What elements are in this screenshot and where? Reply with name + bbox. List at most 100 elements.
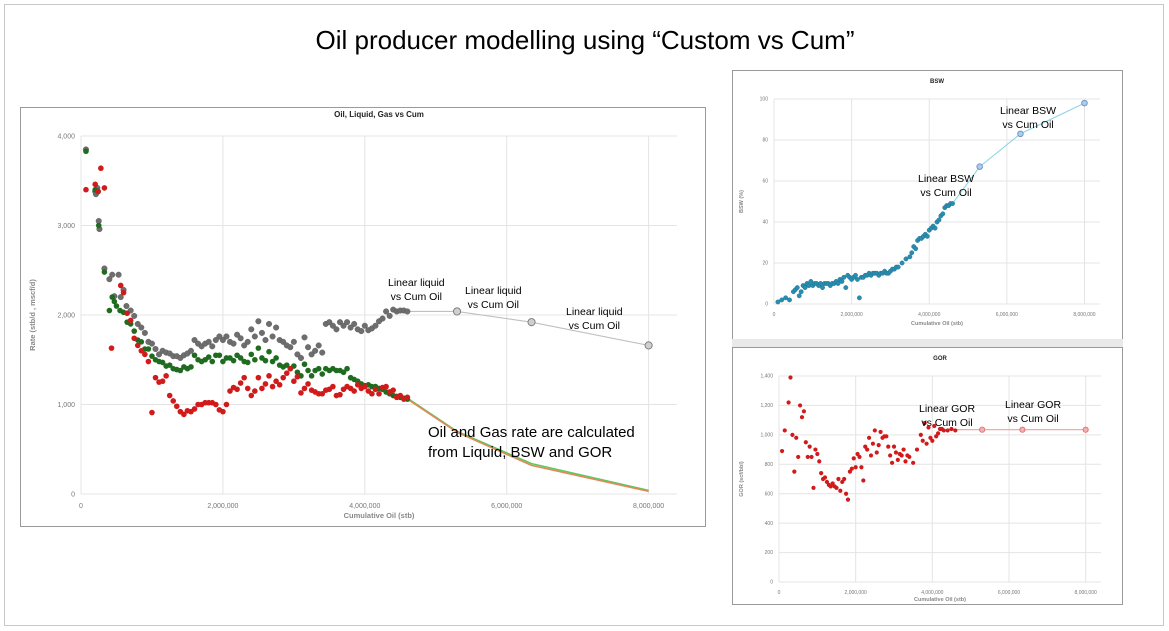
data-point-liquid [305, 344, 312, 351]
data-point-liquid [297, 354, 304, 361]
annotation-gor-1: Linear GOR vs Cum Oil [919, 403, 976, 429]
data-point-bsw [950, 201, 955, 206]
data-point-gor [790, 432, 795, 437]
data-point-gor [792, 469, 797, 474]
data-point-bsw [909, 250, 915, 256]
data-point-oil [305, 367, 311, 374]
data-point-liquid [230, 340, 237, 347]
data-point-liquid [372, 322, 379, 329]
data-point-gas [383, 383, 389, 390]
data-point-gas [294, 373, 301, 380]
data-point-oil [301, 361, 308, 368]
y-axis-label-main: Rate (stb/d , mscf/d) [28, 279, 37, 351]
y-axis-label-bsw: BSW (%) [739, 190, 745, 213]
data-point-gor [807, 444, 812, 449]
data-point-gor [817, 459, 822, 464]
y-tick-label: 1,400 [760, 374, 773, 380]
data-point-liquid [131, 312, 138, 319]
data-point-liquid [156, 351, 163, 358]
data-point-bsw [913, 246, 919, 252]
data-point-gas [124, 310, 130, 317]
data-point-bsw [843, 285, 849, 291]
data-point-bsw [841, 274, 847, 280]
y-tick-label: 4,000 [57, 133, 75, 140]
data-point-bsw [856, 295, 862, 301]
data-point-gor [886, 444, 891, 449]
data-point-gas [390, 387, 396, 393]
data-point-liquid [251, 333, 258, 340]
y-tick-label: 0 [71, 491, 75, 498]
data-point-bsw [820, 285, 825, 291]
data-point-bsw [907, 254, 913, 260]
data-point-oil [266, 348, 272, 355]
data-point-gor [941, 428, 946, 433]
data-point-gor [945, 428, 950, 433]
data-point-gas [181, 411, 187, 418]
y-tick-label: 80 [762, 138, 768, 144]
data-point-gas [298, 390, 304, 396]
data-point-liquid [312, 347, 319, 354]
data-point-liquid [115, 271, 122, 278]
x-tick-label: 0 [778, 590, 781, 596]
data-point-oil [294, 369, 301, 376]
x-tick-label: 4,000,000 [921, 590, 943, 596]
data-point-gor [953, 428, 958, 433]
data-point-gor [782, 428, 787, 433]
data-point-gas [213, 401, 219, 408]
data-point-gor [845, 497, 851, 502]
data-point-oil [111, 298, 118, 305]
data-point-liquid [273, 324, 280, 331]
data-point-bsw [903, 256, 909, 262]
data-point-oil [138, 339, 145, 345]
x-tick-label: 8,000,000 [1075, 590, 1097, 596]
data-point-gor [911, 460, 916, 465]
data-point-gor [836, 476, 841, 482]
data-point-liquid [344, 319, 351, 326]
data-point-bsw [802, 285, 808, 291]
data-point-liquid [141, 329, 148, 336]
data-point-gor [842, 476, 847, 482]
main-chart-panel: Oil, Liquid, Gas vs Cum 0 2,000,000 4,000,0… [20, 107, 706, 527]
chart-title-main: Oil, Liquid, Gas vs Cum [334, 110, 424, 119]
data-point-liquid [187, 347, 194, 354]
data-point-oil [209, 358, 216, 365]
data-point-gas [283, 370, 290, 376]
data-point-gor [811, 485, 816, 490]
data-point-bsw [853, 272, 858, 278]
data-point-gor [907, 454, 912, 460]
data-point-liquid [219, 337, 226, 344]
data-point-oil [188, 364, 194, 370]
slide-title: Oil producer modelling using “Custom vs … [315, 25, 855, 55]
data-point-gas [170, 398, 177, 404]
data-point-liquid [205, 338, 212, 345]
data-point-liquid [301, 334, 308, 341]
y-tick-label: 60 [762, 179, 768, 185]
data-point-oil [106, 307, 113, 314]
data-point-gas [305, 381, 311, 387]
data-point-oil [248, 351, 255, 358]
data-point-liquid [404, 308, 411, 315]
y-tick-label: 800 [765, 462, 774, 468]
data-point-gor [815, 451, 820, 457]
data-point-liquid [241, 342, 248, 349]
data-point-gas [138, 348, 145, 354]
data-point-gor [809, 454, 814, 460]
data-point-bsw [839, 279, 845, 284]
data-point-oil [95, 222, 102, 229]
data-point-oil [244, 359, 251, 366]
data-point-bsw [895, 264, 901, 270]
data-point-oil [319, 371, 326, 377]
data-point-liquid [237, 335, 244, 342]
data-point-gas [173, 403, 180, 410]
forecast-marker-bsw_forecast [976, 163, 983, 170]
data-point-oil [149, 353, 155, 359]
data-point-liquid [340, 322, 347, 329]
data-point-gas [362, 383, 368, 390]
x-tick-label: 6,000,000 [998, 590, 1020, 596]
annotation-bsw-2: Linear BSW vs Cum Oil [1000, 105, 1057, 131]
data-point-gor [801, 409, 807, 414]
data-point-oil [191, 352, 198, 359]
data-point-liquid [258, 329, 265, 336]
data-point-gor [853, 465, 858, 470]
data-point-gor [861, 478, 866, 483]
